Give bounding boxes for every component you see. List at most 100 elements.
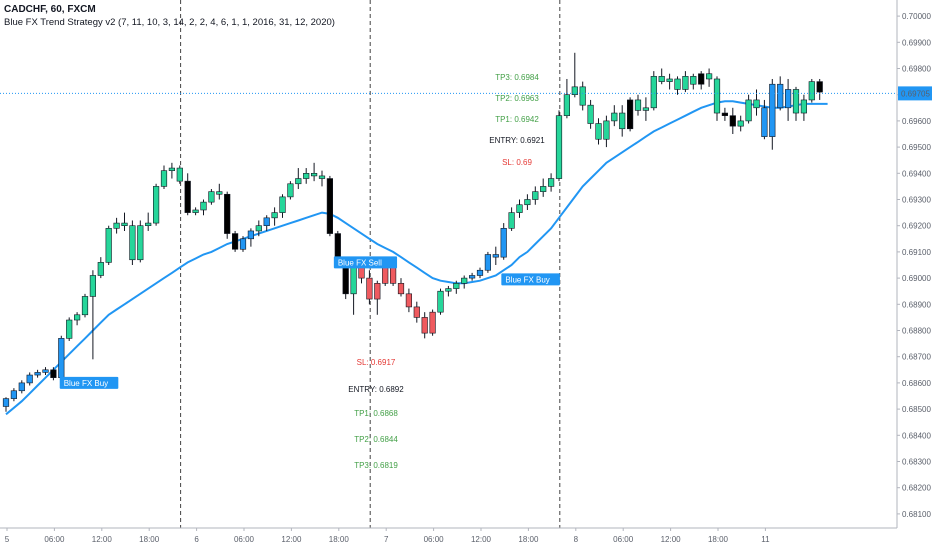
candle-body (634, 99, 642, 111)
candle (303, 168, 310, 184)
candle-body (690, 76, 697, 85)
candle (453, 280, 460, 294)
candle (42, 367, 49, 376)
current-price-label: 0.69705 (901, 89, 930, 98)
candle (279, 194, 286, 218)
price-tick-label: 0.68900 (902, 300, 931, 309)
candle (698, 71, 705, 90)
candle (10, 388, 18, 402)
time-tick-label: 7 (384, 535, 389, 544)
candle-body (326, 178, 334, 234)
candle-body (611, 112, 618, 122)
price-tick-label: 0.68100 (902, 510, 931, 519)
candle-body (137, 225, 144, 261)
candle-body (453, 283, 460, 289)
candle-body (232, 233, 239, 250)
candle-body (287, 183, 294, 198)
candle (271, 207, 278, 226)
candle (674, 76, 681, 95)
time-tick-label: 18:00 (329, 535, 350, 544)
candle (58, 335, 65, 381)
price-line-layer: 0.69705 (0, 86, 932, 101)
candles-layer (2, 52, 823, 412)
level-label-tp: TP2: 0.6844 (354, 435, 398, 444)
candle-body (445, 288, 452, 292)
candle (318, 170, 326, 187)
level-label-tp: TP3: 0.6984 (495, 73, 539, 82)
price-tick-label: 0.69400 (902, 169, 931, 178)
signal-tags: Blue FX Buy Blue FX Sell Blue FX Buy (59, 256, 560, 389)
price-tick-label: 0.69500 (902, 143, 931, 152)
candle (200, 199, 207, 216)
candle-body (105, 228, 112, 263)
candle (2, 397, 10, 412)
signal-tag-label: Blue FX Buy (505, 275, 549, 284)
candle-body (366, 277, 373, 300)
ma-line-layer (5, 100, 828, 416)
price-tick-label: 0.68800 (902, 327, 931, 336)
time-tick-label: 18:00 (708, 535, 729, 544)
candle-body (350, 267, 357, 295)
time-tick-label: 06:00 (44, 535, 65, 544)
candle (224, 191, 231, 239)
candle (650, 71, 657, 111)
candle-body (721, 112, 728, 116)
level-labels: SL: 0.6917 ENTRY: 0.6892 TP1: 0.6868 TP2: 0… (348, 73, 545, 470)
candle (476, 267, 484, 279)
candle-body (160, 170, 168, 187)
candle (105, 225, 112, 265)
time-axis[interactable]: 5 06:00 12:00 18:00 6 06:00 12:00 18:00 7 06:00 12… (0, 527, 897, 544)
candle-body (247, 230, 255, 240)
candle-body (50, 369, 57, 378)
candle-body (421, 317, 428, 334)
candle (500, 223, 507, 260)
candle (192, 207, 199, 216)
candle-body (500, 228, 507, 258)
candle-body (113, 222, 120, 229)
candle (18, 380, 25, 394)
candle-body (34, 372, 41, 376)
candle (769, 78, 776, 150)
price-tick-label: 0.69800 (902, 65, 931, 74)
candle-body (698, 73, 705, 85)
time-tick-label: 8 (574, 535, 579, 544)
candle (761, 99, 768, 140)
candle-body (216, 191, 223, 195)
candle-body (208, 191, 215, 203)
time-tick-label: 18:00 (139, 535, 160, 544)
candle (263, 215, 270, 231)
candle-body (224, 193, 231, 234)
candle-body (658, 76, 665, 82)
candle (374, 280, 381, 315)
candle-body (397, 283, 405, 295)
signal-tag-label: Blue FX Sell (338, 258, 382, 267)
candle-body (508, 212, 515, 229)
price-axis[interactable]: 0.700000.699000.698000.697000.696000.695… (896, 0, 931, 528)
candle-body (666, 78, 673, 82)
candle (437, 288, 444, 315)
candle (295, 168, 302, 190)
candle (484, 251, 492, 273)
candle (429, 309, 436, 336)
candle (255, 220, 262, 237)
time-tick-label: 5 (5, 535, 10, 544)
candle-body (784, 89, 792, 109)
time-tick-label: 12:00 (471, 535, 492, 544)
candle-body (263, 217, 270, 226)
candle (208, 189, 215, 205)
time-tick-label: 06:00 (613, 535, 634, 544)
candle-body (437, 290, 444, 313)
candle-body (184, 180, 191, 213)
candle (800, 94, 807, 121)
candle-body (492, 254, 499, 258)
price-tick-label: 0.69300 (902, 196, 931, 205)
level-label-entry: ENTRY: 0.6892 (348, 385, 404, 394)
candle-body (413, 306, 420, 318)
candle-body (42, 369, 49, 373)
candle (153, 183, 160, 226)
candle (634, 94, 642, 116)
candle (745, 94, 752, 124)
candle-body (89, 275, 96, 297)
